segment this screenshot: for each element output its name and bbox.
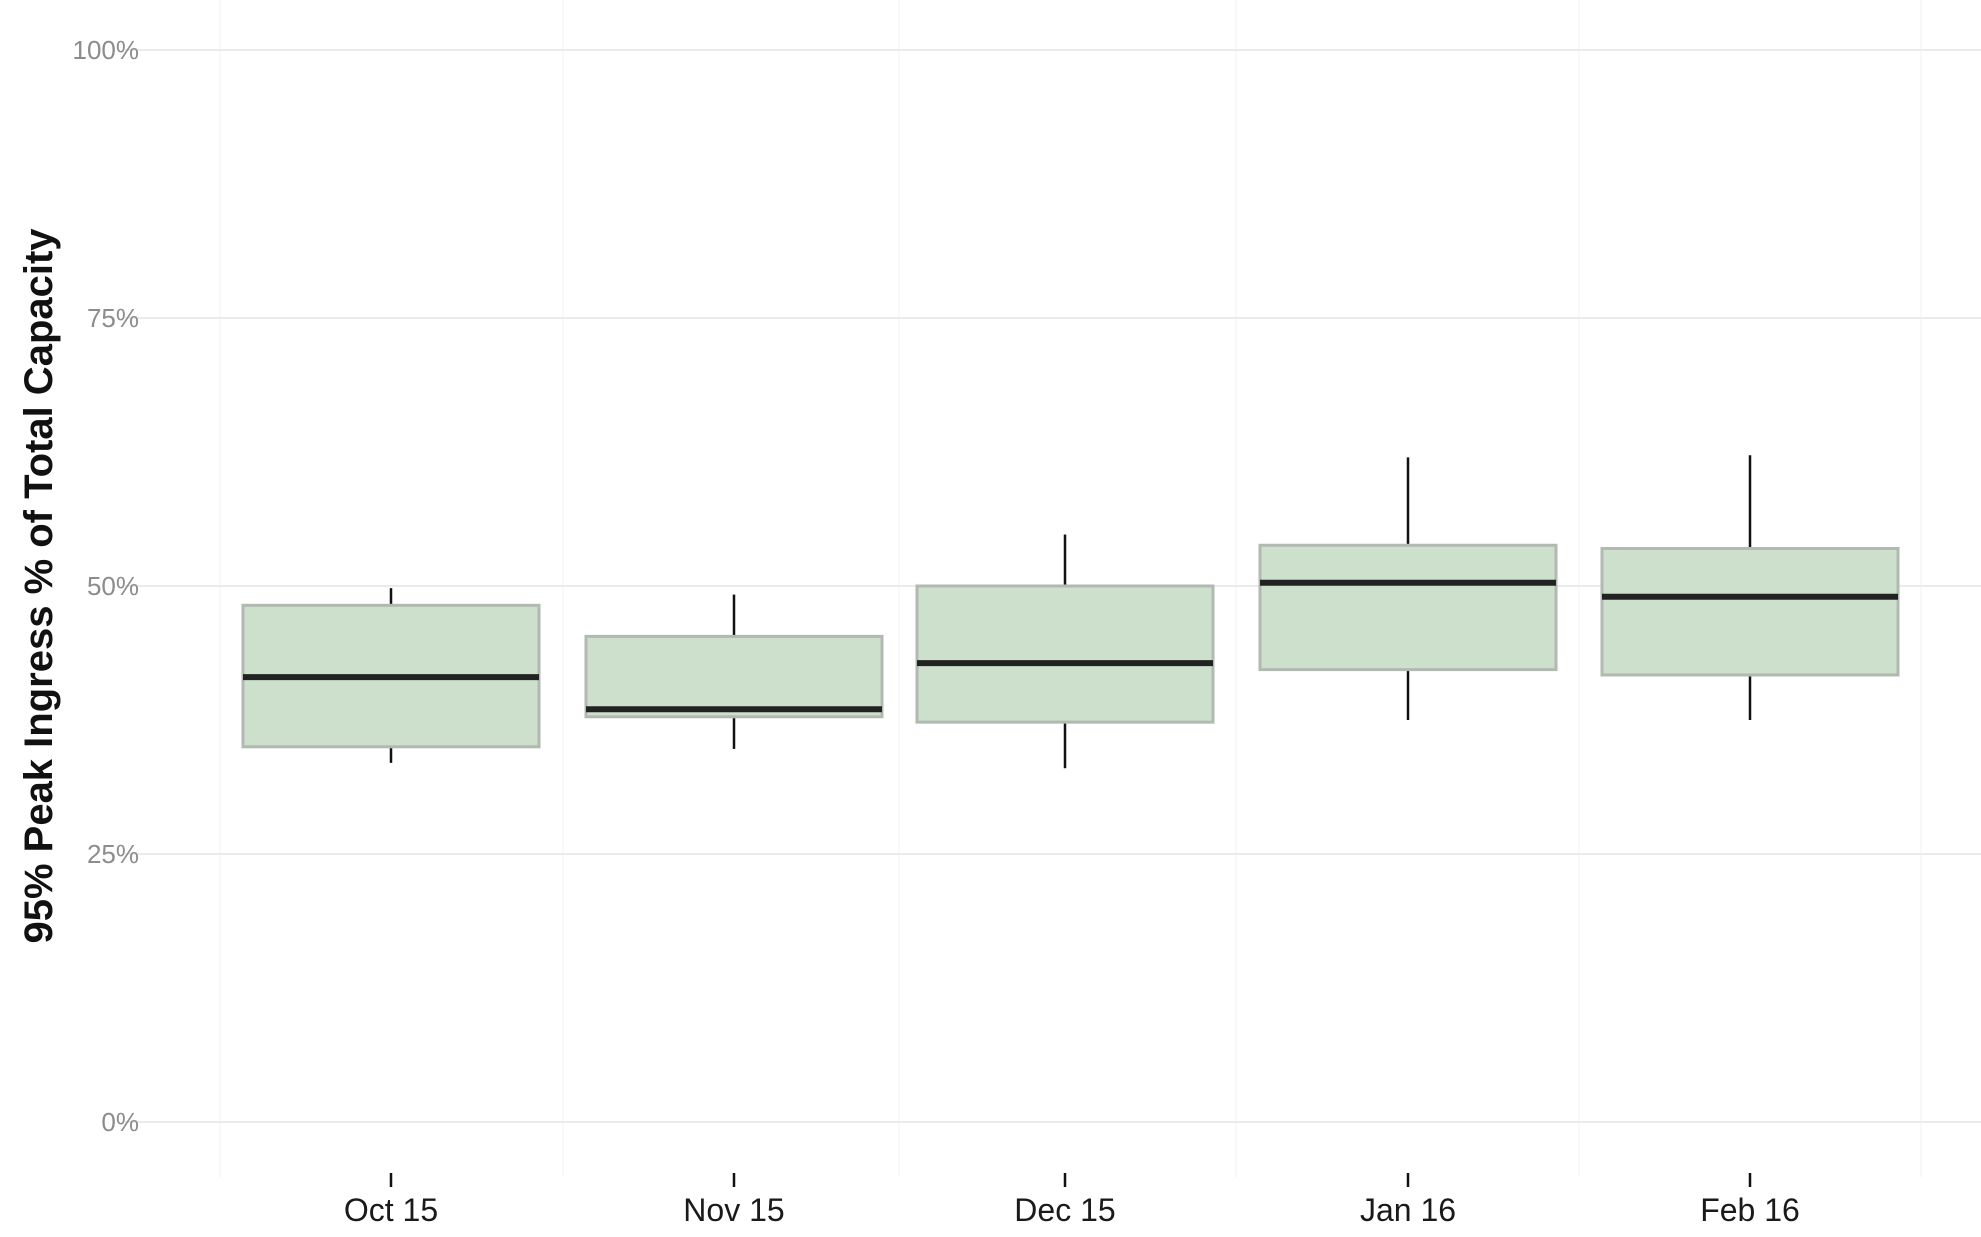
interquartile-box — [584, 634, 884, 719]
x-tick-label: Feb 16 — [1700, 1192, 1800, 1228]
interquartile-box — [1600, 546, 1900, 677]
x-tick-label: Oct 15 — [344, 1192, 438, 1228]
y-tick-label: 100% — [73, 35, 140, 65]
y-tick-label: 25% — [87, 839, 139, 869]
x-tick-label: Dec 15 — [1014, 1192, 1115, 1228]
box-series — [241, 455, 1900, 769]
y-tick-label: 75% — [87, 303, 139, 333]
x-tick-label: Nov 15 — [683, 1192, 784, 1228]
box-jan-16 — [1258, 457, 1558, 720]
y-axis-ticks: 0% 25% 50% 75% 100% — [73, 35, 140, 1137]
y-axis-title: 95% Peak Ingress % of Total Capacity — [17, 228, 61, 944]
x-axis-ticks: Oct 15 Nov 15 Dec 15 Jan 16 Feb 16 — [344, 1173, 1800, 1228]
box-feb-16 — [1600, 455, 1900, 720]
box-nov-15 — [584, 594, 884, 749]
interquartile-box — [915, 584, 1215, 724]
x-tick-label: Jan 16 — [1360, 1192, 1456, 1228]
y-tick-label: 50% — [87, 571, 139, 601]
y-tick-label: 0% — [101, 1107, 139, 1137]
box-oct-15 — [241, 588, 541, 763]
box-dec-15 — [915, 534, 1215, 769]
interquartile-box — [1258, 543, 1558, 672]
